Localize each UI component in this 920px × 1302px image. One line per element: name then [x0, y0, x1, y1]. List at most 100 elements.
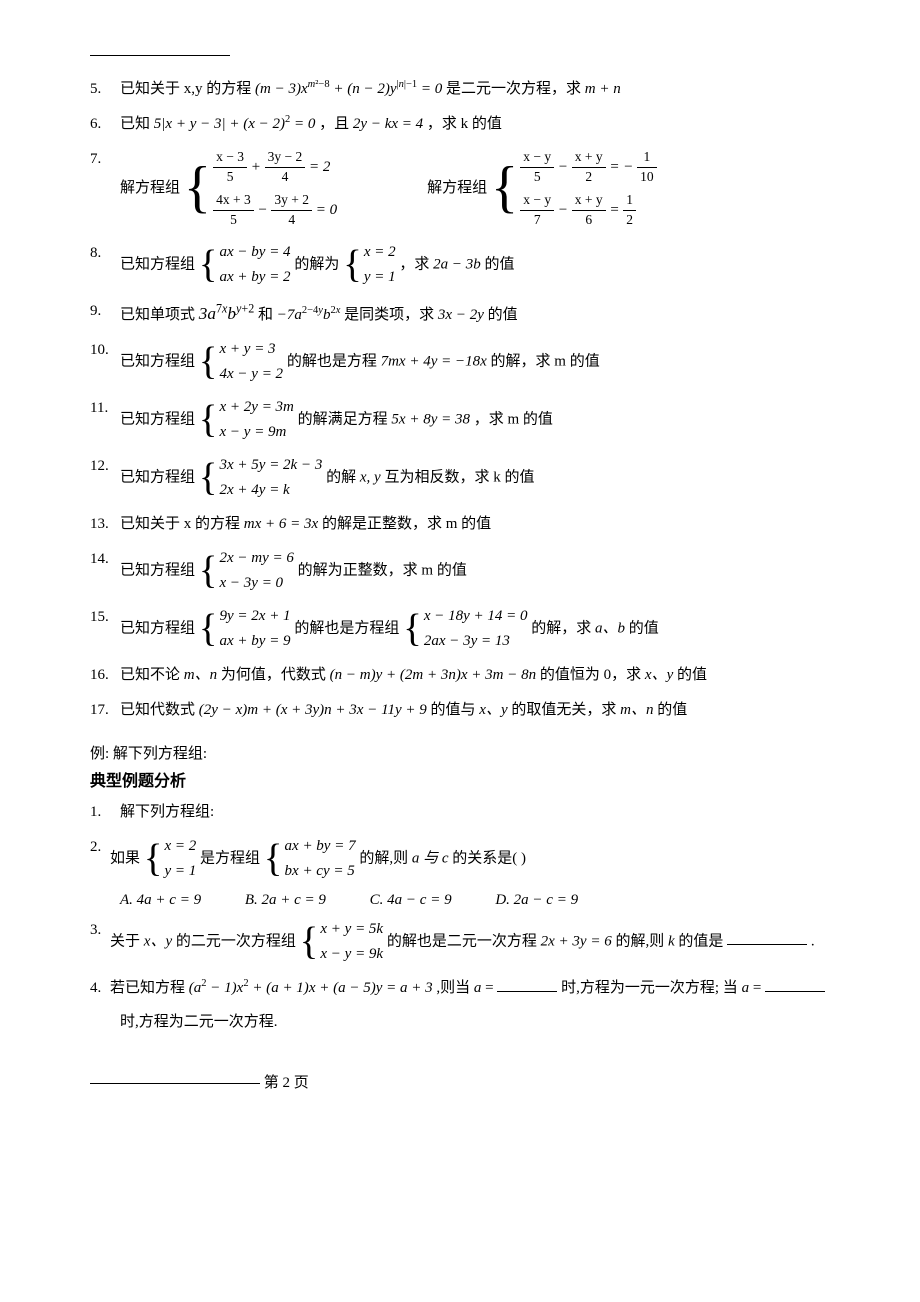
equation-row: x + 2y = 3m	[220, 397, 294, 418]
math-expr: (m − 3)xm²−8 + (n − 2)y|n|−1 = 0	[255, 81, 442, 97]
problem-body: 已知方程组 {x + y = 34x − y = 2 的解也是方程 7mx + …	[120, 337, 850, 387]
math-expr: a、b	[595, 620, 625, 636]
section-title: 典型例题分析	[90, 767, 850, 791]
text: 的取值无关，求	[511, 702, 616, 718]
fill-blank[interactable]	[497, 976, 557, 992]
problem-number: 5.	[90, 76, 120, 103]
problem-number: 6.	[90, 111, 120, 138]
text: 的值	[484, 256, 514, 272]
math-expr: (2y − x)m + (x + 3y)n + 3x − 11y + 9	[199, 702, 427, 718]
text: =	[753, 980, 761, 996]
math-expr: 5x + 8y = 38	[391, 411, 470, 427]
text: 的解,则	[359, 850, 408, 866]
text: 是方程组	[200, 850, 260, 866]
equation-row: 2x − my = 6	[220, 548, 294, 569]
problem-12: 12. 已知方程组 {3x + 5y = 2k − 32x + 4y = k 的…	[90, 453, 850, 503]
math-expr: −7a2−4yb2x	[277, 307, 341, 323]
text: 已知方程组	[120, 620, 195, 636]
brace-icon: {	[343, 248, 362, 281]
text: 的解为正整数，求 m 的值	[298, 562, 467, 578]
brace-icon: {	[144, 842, 163, 875]
equation-row: x − y = 9m	[220, 422, 294, 443]
text: 已知关于 x 的方程	[120, 516, 240, 532]
equation-row: x − y7 − x + y6 = 12	[520, 191, 656, 230]
problem-number: 16.	[90, 662, 120, 689]
equation-row: ax + by = 2	[220, 267, 291, 288]
equation-row: x − 18y + 14 = 0	[424, 606, 528, 627]
fill-blank[interactable]	[765, 976, 825, 992]
brace-icon: {	[199, 612, 218, 645]
math-expr: mx + 6 = 3x	[244, 516, 318, 532]
problem-17: 17. 已知代数式 (2y − x)m + (x + 3y)n + 3x − 1…	[90, 697, 850, 724]
problem-body: 已知方程组 {2x − my = 6x − 3y = 0 的解为正整数，求 m …	[120, 546, 850, 596]
equation-system: { x − 35 + 3y − 24 = 2 4x + 35 − 3y + 24	[184, 146, 337, 232]
equation-row: 4x + 35 − 3y + 24 = 0	[213, 191, 337, 230]
math-var: a	[474, 980, 482, 996]
text: ，求	[399, 256, 429, 272]
text: 的解也是二元一次方程	[387, 933, 537, 949]
system-rows: x − y5 − x + y2 = − 110 x − y7 − x + y6 …	[520, 146, 656, 232]
math-expr: x、y	[144, 933, 172, 949]
problem-16: 16. 已知不论 m、n 为何值，代数式 (n − m)y + (2m + 3n…	[90, 662, 850, 689]
equation-system: { x = 2y = 1	[343, 240, 396, 290]
equation-system: {x − 18y + 14 = 02ax − 3y = 13	[403, 604, 527, 654]
equation-system: {x + 2y = 3m x − y = 9m	[199, 395, 294, 445]
system-rows: x − 35 + 3y − 24 = 2 4x + 35 − 3y + 24 =…	[213, 146, 337, 232]
problem-number: 1.	[90, 799, 120, 826]
text: 的值恒为 0，求	[540, 667, 641, 683]
text: ，求 k 的值	[427, 116, 502, 132]
text: =	[485, 980, 493, 996]
equation-row: 3x + 5y = 2k − 3	[220, 455, 323, 476]
problem-body: 已知方程组 {x + 2y = 3mx − y = 9m 的解满足方程 5x +…	[120, 395, 850, 445]
equation-system: {x + y = 34x − y = 2	[199, 337, 283, 387]
system-a: 解方程组 { x − 35 + 3y − 24 = 2 4x + 35 −	[120, 146, 337, 232]
math-var: a	[742, 980, 750, 996]
math-expr: m + n	[585, 81, 621, 97]
equation-row: ax − by = 4	[220, 242, 291, 263]
problem-body: 已知方程组 {3x + 5y = 2k − 32x + 4y = k 的解 x,…	[120, 453, 850, 503]
problem-number: 11.	[90, 395, 120, 422]
math-expr: (n − m)y + (2m + 3n)x + 3m − 8n	[330, 667, 537, 683]
equation-row: x = 2	[165, 836, 197, 857]
math-expr: m、n	[184, 667, 217, 683]
page-footer: 第 2 页	[90, 1071, 850, 1092]
text: 已知代数式	[120, 702, 195, 718]
brace-icon: {	[199, 403, 218, 436]
choice-a: A. 4a + c = 9	[120, 892, 201, 909]
page-number: 第 2 页	[264, 1075, 309, 1091]
math-expr: a 与 c	[412, 850, 449, 866]
equation-row: y = 1	[364, 267, 396, 288]
problem-7: 7. 解方程组 { x − 35 + 3y − 24 = 2 4x + 35	[90, 146, 850, 232]
text: 已知不论	[120, 667, 180, 683]
header-rule	[90, 55, 230, 56]
equation-system: { ax − by = 4ax + by = 2	[199, 240, 291, 290]
fill-blank[interactable]	[727, 929, 807, 945]
text: 若已知方程	[110, 980, 185, 996]
choice-c: C. 4a − c = 9	[370, 892, 452, 909]
text: 的值	[677, 667, 707, 683]
equation-row: 2ax − 3y = 13	[424, 631, 528, 652]
text: 的解是正整数，求 m 的值	[322, 516, 491, 532]
text: 是二元一次方程，求	[446, 81, 581, 97]
equation-row: ax + by = 9	[220, 631, 291, 652]
problem-6: 6. 已知 5|x + y − 3| + (x − 2)2 = 0 ，且 2y …	[90, 111, 850, 138]
brace-icon: {	[199, 554, 218, 587]
equation-row: 9y = 2x + 1	[220, 606, 291, 627]
equation-system: {2x − my = 6x − 3y = 0	[199, 546, 294, 596]
text: 的值	[657, 702, 687, 718]
equation-system: {x + y = 5kx − y = 9k	[300, 917, 383, 967]
equation-row: 2x + 4y = k	[220, 480, 323, 501]
problem-s2: 2. 如果 {x = 2y = 1 是方程组 {ax + by = 7bx + …	[90, 834, 850, 884]
text: .	[811, 933, 815, 949]
text: 已知方程组	[120, 562, 195, 578]
text: ，且	[319, 116, 349, 132]
problem-number: 9.	[90, 298, 120, 325]
math-expr: 3x − 2y	[438, 307, 484, 323]
math-expr: 5|x + y − 3| + (x − 2)2 = 0	[154, 116, 316, 132]
math-expr: 2y − kx = 4	[353, 116, 423, 132]
text: 的值是	[678, 933, 723, 949]
problem-s1: 1. 解下列方程组:	[90, 799, 850, 826]
problem-number: 13.	[90, 511, 120, 538]
problem-body: 已知 5|x + y − 3| + (x − 2)2 = 0 ，且 2y − k…	[120, 111, 850, 138]
problem-number: 10.	[90, 337, 120, 364]
